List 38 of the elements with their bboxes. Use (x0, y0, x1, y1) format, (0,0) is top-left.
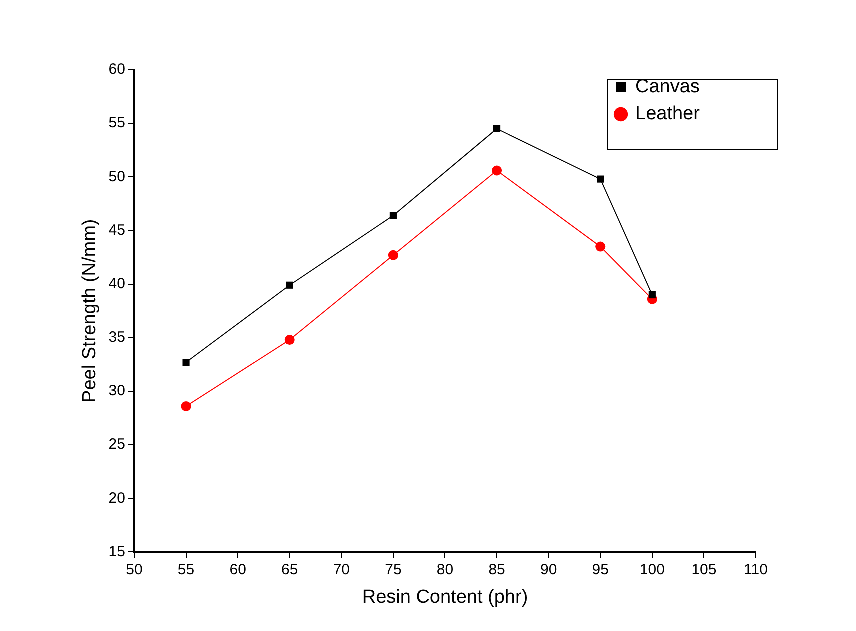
x-tick-label: 105 (692, 561, 717, 578)
legend-label: Canvas (636, 76, 700, 98)
x-tick-label: 100 (640, 561, 665, 578)
x-tick-label: 110 (744, 561, 768, 578)
y-tick-label: 40 (108, 275, 126, 292)
x-tick-label: 65 (282, 561, 298, 578)
point (648, 291, 656, 299)
point (284, 335, 295, 346)
y-tick-label: 15 (108, 543, 126, 560)
point (181, 401, 192, 412)
x-tick-label: 95 (592, 561, 609, 578)
point (596, 242, 606, 252)
x-tick-label: 75 (385, 561, 402, 578)
y-tick-label: 20 (108, 490, 126, 507)
x-tick-label: 50 (126, 561, 143, 578)
y-tick-label: 30 (108, 382, 126, 400)
x-tick-label: 85 (488, 561, 506, 578)
y-tick-label: 35 (108, 329, 126, 346)
point (492, 166, 502, 176)
x-tick-label: 90 (540, 561, 558, 578)
y-tick-label: 45 (108, 222, 126, 239)
legend-label: Leather (636, 104, 701, 125)
x-tick-label: 55 (178, 561, 195, 578)
point (494, 125, 501, 132)
x-tick-label: 70 (333, 561, 350, 578)
y-tick-label: 50 (108, 168, 126, 186)
point (597, 176, 604, 183)
x-tick-label: 80 (436, 561, 454, 578)
y-axis-title: Peel Strength (N/mm) (80, 219, 101, 403)
point (388, 250, 398, 260)
point (182, 359, 190, 366)
point (390, 212, 397, 220)
y-tick-label: 25 (108, 436, 126, 454)
x-tick-label: 60 (230, 561, 246, 578)
point (286, 282, 294, 289)
y-tick-label: 55 (108, 114, 126, 132)
y-tick-label: 60 (108, 61, 126, 78)
x-axis-title: Resin Content (phr) (362, 586, 528, 608)
